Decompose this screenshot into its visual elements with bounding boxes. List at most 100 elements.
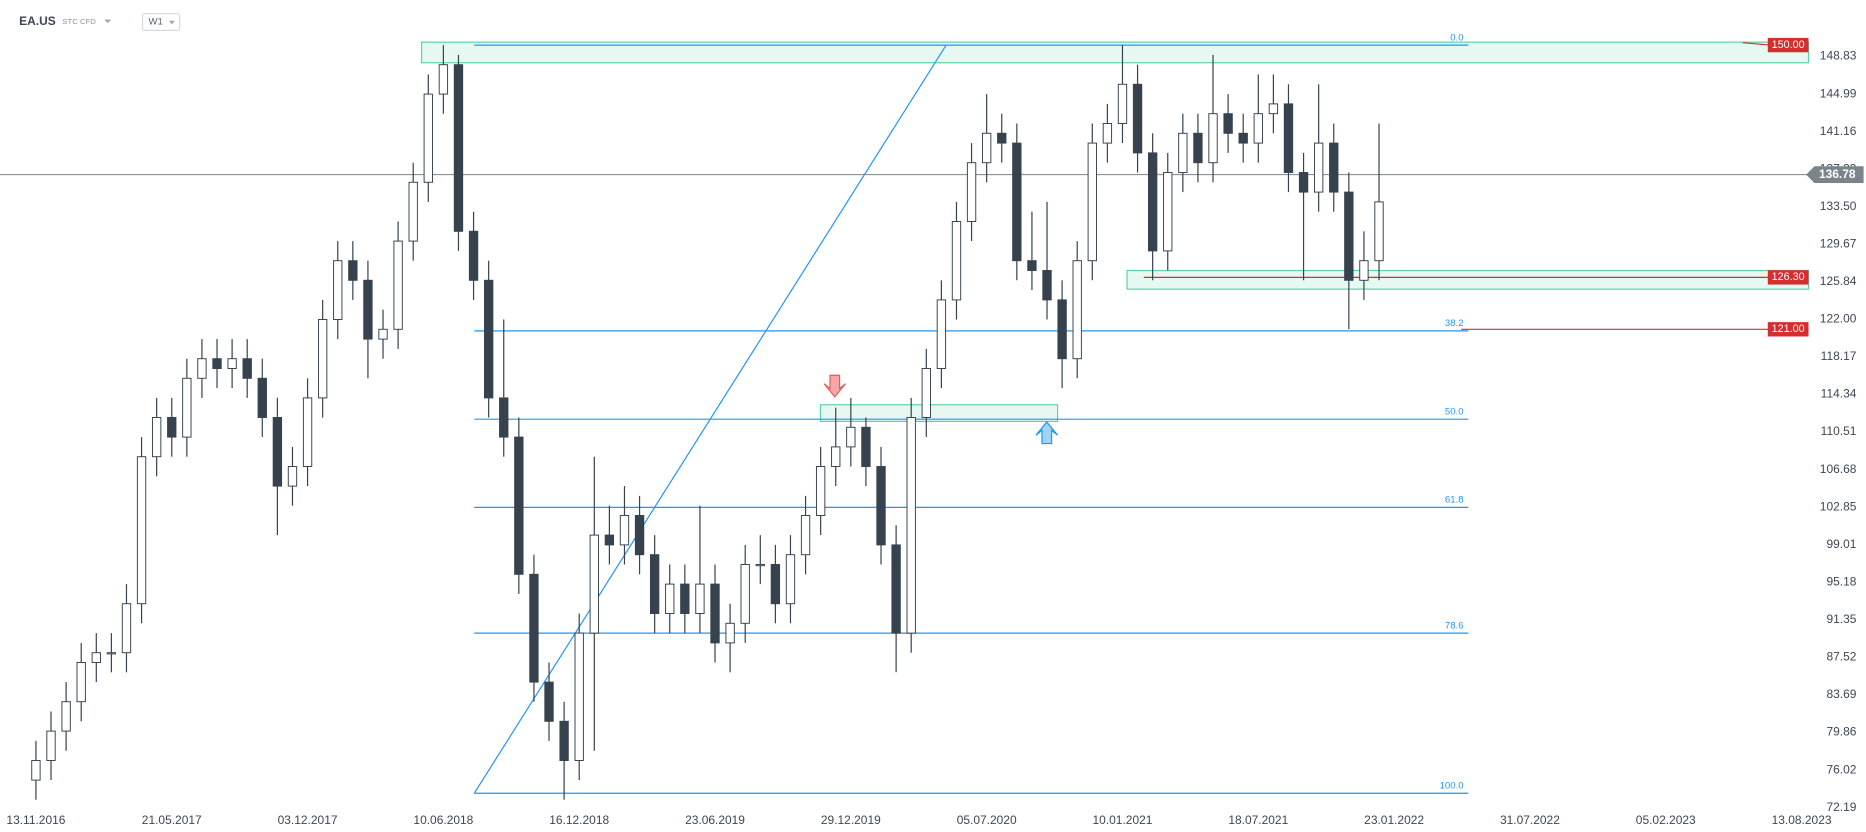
fib-label: 61.8: [1445, 495, 1464, 506]
candle-body: [167, 417, 177, 438]
candle-body: [770, 564, 781, 605]
candle-body: [1253, 113, 1263, 144]
candle-body: [121, 603, 132, 654]
y-tick-label: 99.01: [1826, 537, 1856, 551]
candle-body: [1359, 260, 1369, 281]
candle-body: [1027, 260, 1037, 271]
candle-body: [1283, 103, 1294, 173]
candle-body: [815, 466, 826, 516]
candle-body: [363, 279, 373, 340]
y-tick-label: 148.83: [1820, 49, 1857, 63]
y-tick-label: 125.84: [1820, 274, 1857, 288]
candle-body: [634, 515, 645, 556]
timeframe-button[interactable]: [141, 12, 181, 31]
candle-body: [1329, 142, 1339, 193]
candle-body: [287, 466, 298, 487]
x-tick-label: 03.12.2017: [278, 813, 338, 827]
y-tick-label: 83.69: [1826, 687, 1856, 701]
price-tag: [1767, 270, 1809, 285]
candle-body: [725, 622, 735, 644]
candle-body: [1208, 113, 1218, 164]
y-tick-label: 106.68: [1820, 462, 1857, 476]
candle-body: [76, 662, 86, 703]
plot: 0.0 38.2 50.0 61.8 78.6 100.0 72.19 76.02 79.86 8…: [0, 32, 1864, 827]
candle-body: [348, 260, 358, 281]
level-line: [1742, 42, 1771, 46]
zone: [819, 404, 1059, 423]
candle-body: [846, 426, 856, 448]
x-tick-label: 13.08.2023: [1772, 813, 1832, 827]
x-tick-label: 29.12.2019: [821, 813, 881, 827]
candle-body: [378, 328, 388, 340]
candle-body: [891, 544, 901, 634]
candle-body: [649, 554, 660, 614]
candle-body: [31, 760, 41, 781]
symbol: EA.US: [19, 14, 56, 28]
x-tick-label: 23.06.2019: [685, 813, 745, 827]
candle-body: [302, 397, 313, 467]
y-tick-label: 110.51: [1821, 424, 1857, 438]
y-tick-label: 122.00: [1820, 312, 1857, 326]
candle-body: [1344, 191, 1354, 281]
candle-body: [1374, 201, 1384, 262]
y-tick-label: 141.16: [1820, 124, 1857, 138]
candle-body: [921, 368, 931, 418]
candle-body: [740, 564, 750, 624]
fib-label: 38.2: [1445, 318, 1464, 329]
y-tick-label: 102.85: [1820, 499, 1857, 513]
candle-body: [1163, 172, 1173, 252]
price-tag-label: 150.00: [1772, 39, 1805, 51]
candle-body: [227, 358, 237, 369]
candle-body: [876, 466, 886, 546]
y-tick-label: 79.86: [1826, 725, 1856, 739]
price-tag: [1767, 37, 1809, 53]
x-tick-label: 10.06.2018: [413, 813, 473, 827]
candle-body: [1238, 132, 1248, 144]
y-tick-label: 87.52: [1826, 650, 1856, 664]
candle-body: [951, 221, 962, 301]
instrument-type: STC CFD: [62, 17, 96, 26]
y-tick-label: 144.99: [1820, 86, 1857, 100]
candle-body: [1178, 132, 1188, 173]
candle-body: [1117, 83, 1128, 124]
candle-body: [966, 162, 977, 222]
x-tick-label: 18.07.2021: [1228, 813, 1288, 827]
x-tick-label: 05.02.2023: [1636, 813, 1696, 827]
x-tick-label: 23.01.2022: [1364, 813, 1424, 827]
zone: [1126, 269, 1810, 290]
y-tick-label: 133.50: [1820, 199, 1857, 213]
candle-body: [483, 279, 494, 399]
candle-body: [1072, 260, 1082, 360]
last-price-tag: [1806, 166, 1864, 184]
candle-body: [438, 64, 449, 95]
candle-body: [1132, 83, 1143, 154]
candle-body: [981, 132, 992, 164]
candle-body: [1147, 152, 1158, 252]
candle-body: [151, 417, 162, 458]
candle-body: [468, 230, 479, 281]
x-tick-label: 10.01.2021: [1093, 813, 1153, 827]
candle-body: [106, 652, 117, 655]
candle-body: [680, 583, 690, 614]
candle-body: [91, 652, 101, 663]
candle-body: [1298, 172, 1309, 193]
candle-body: [333, 260, 343, 320]
candle-body: [1223, 113, 1233, 134]
dropdown-icon[interactable]: [168, 20, 175, 25]
candle-body: [589, 534, 599, 634]
trend-line: [473, 44, 947, 794]
candle-body: [1087, 142, 1097, 262]
dropdown-icon[interactable]: [104, 19, 112, 24]
candle-body: [212, 358, 222, 369]
fib-label: 78.6: [1445, 620, 1464, 631]
timeframe[interactable]: W1: [149, 16, 163, 27]
y-tick-label: 129.67: [1820, 236, 1857, 250]
candle-body: [861, 426, 871, 467]
y-tick-label: 91.35: [1826, 612, 1856, 626]
candle-body: [544, 681, 554, 722]
price-tag: [1767, 322, 1809, 337]
candle-body: [242, 358, 252, 379]
candle-body: [710, 583, 720, 644]
candle-body: [1012, 142, 1022, 262]
candle-body: [695, 583, 705, 614]
